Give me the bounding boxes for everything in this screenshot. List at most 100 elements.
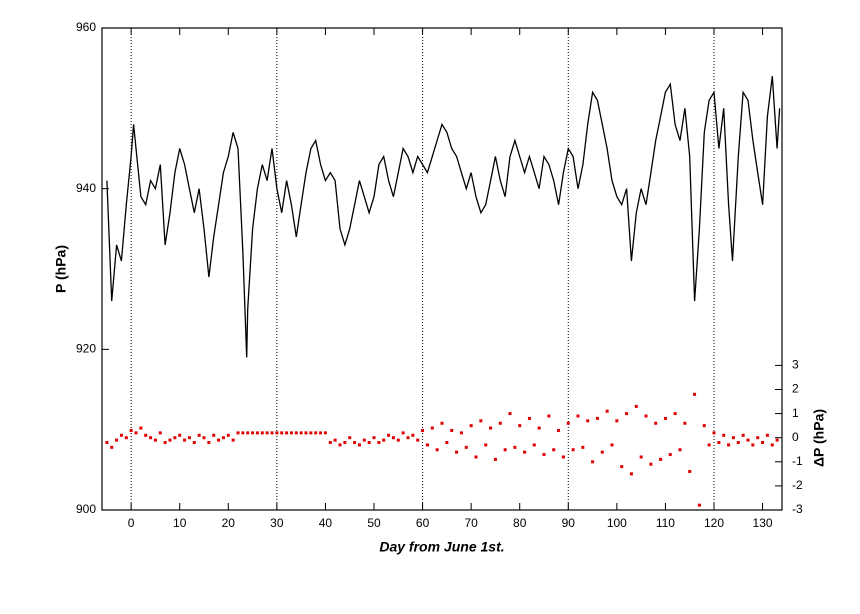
delta-point: [518, 424, 522, 428]
delta-point: [319, 431, 323, 435]
delta-point: [129, 428, 133, 432]
delta-point: [163, 441, 167, 445]
x-tick-label: 130: [753, 516, 773, 530]
delta-point: [309, 431, 313, 435]
x-tick-label: 50: [367, 516, 381, 530]
delta-point: [377, 441, 381, 445]
x-tick-label: 110: [656, 516, 675, 530]
delta-point: [464, 445, 468, 449]
delta-point: [761, 441, 765, 445]
delta-point: [489, 426, 493, 430]
delta-point: [595, 416, 599, 420]
delta-point: [323, 431, 327, 435]
delta-point: [561, 455, 565, 459]
delta-point: [158, 431, 162, 435]
delta-point: [372, 436, 376, 440]
delta-point: [693, 392, 697, 396]
delta-point: [503, 448, 507, 452]
delta-point: [591, 460, 595, 464]
x-tick-label: 20: [222, 516, 236, 530]
delta-point: [119, 433, 123, 437]
x-tick-label: 0: [128, 516, 135, 530]
delta-point: [304, 431, 308, 435]
delta-point: [639, 455, 643, 459]
delta-point: [251, 431, 255, 435]
delta-point: [712, 431, 716, 435]
delta-point: [139, 426, 143, 430]
delta-point: [285, 431, 289, 435]
delta-point: [688, 469, 692, 473]
delta-point: [722, 433, 726, 437]
delta-point: [353, 441, 357, 445]
delta-point: [459, 431, 463, 435]
delta-point: [396, 438, 400, 442]
delta-point: [445, 441, 449, 445]
delta-point: [246, 431, 250, 435]
delta-point: [280, 431, 284, 435]
delta-point: [542, 453, 546, 457]
x-tick-label: 120: [704, 516, 724, 530]
delta-point: [314, 431, 318, 435]
delta-point: [523, 450, 527, 454]
delta-point: [746, 438, 750, 442]
delta-point: [406, 436, 410, 440]
x-tick-label: 40: [319, 516, 333, 530]
x-tick-label: 100: [607, 516, 627, 530]
delta-point: [566, 421, 570, 425]
x-tick-label: 90: [562, 516, 576, 530]
delta-point: [333, 438, 337, 442]
delta-point: [605, 409, 609, 413]
delta-point: [430, 426, 434, 430]
delta-point: [576, 414, 580, 418]
delta-point: [659, 457, 663, 461]
delta-point: [197, 433, 201, 437]
y2-tick-label: -1: [792, 454, 803, 468]
delta-point: [435, 448, 439, 452]
y-tick-label: 920: [76, 342, 96, 356]
delta-point: [401, 431, 405, 435]
delta-point: [294, 431, 298, 435]
delta-point: [387, 433, 391, 437]
delta-point: [255, 431, 259, 435]
delta-point: [338, 443, 342, 447]
delta-point: [173, 436, 177, 440]
delta-point: [736, 441, 740, 445]
delta-point: [202, 436, 206, 440]
delta-point: [484, 443, 488, 447]
delta-point: [328, 441, 332, 445]
delta-point: [625, 412, 629, 416]
delta-point: [231, 438, 235, 442]
delta-point: [697, 503, 701, 507]
delta-point: [183, 438, 187, 442]
delta-point: [391, 436, 395, 440]
delta-point: [168, 438, 172, 442]
delta-point: [217, 438, 221, 442]
y-tick-label: 900: [76, 502, 96, 516]
delta-point: [382, 438, 386, 442]
delta-point: [634, 404, 638, 408]
delta-point: [547, 414, 551, 418]
delta-point: [756, 436, 760, 440]
delta-point: [508, 412, 512, 416]
delta-point: [620, 465, 624, 469]
delta-point: [241, 431, 245, 435]
delta-point: [357, 443, 361, 447]
delta-point: [124, 436, 128, 440]
delta-point: [275, 431, 279, 435]
y2-tick-label: 1: [792, 406, 799, 420]
delta-point: [192, 441, 196, 445]
delta-point: [226, 433, 230, 437]
delta-point: [425, 443, 429, 447]
delta-point: [115, 438, 119, 442]
delta-point: [557, 428, 561, 432]
y2-tick-label: 3: [792, 358, 799, 372]
delta-point: [668, 453, 672, 457]
delta-point: [479, 419, 483, 423]
y2-tick-label: 2: [792, 382, 799, 396]
y2-axis-title: ΔP (hPa): [811, 409, 827, 467]
delta-point: [474, 455, 478, 459]
y2-tick-label: 0: [792, 430, 799, 444]
delta-point: [221, 436, 225, 440]
delta-point: [765, 433, 769, 437]
